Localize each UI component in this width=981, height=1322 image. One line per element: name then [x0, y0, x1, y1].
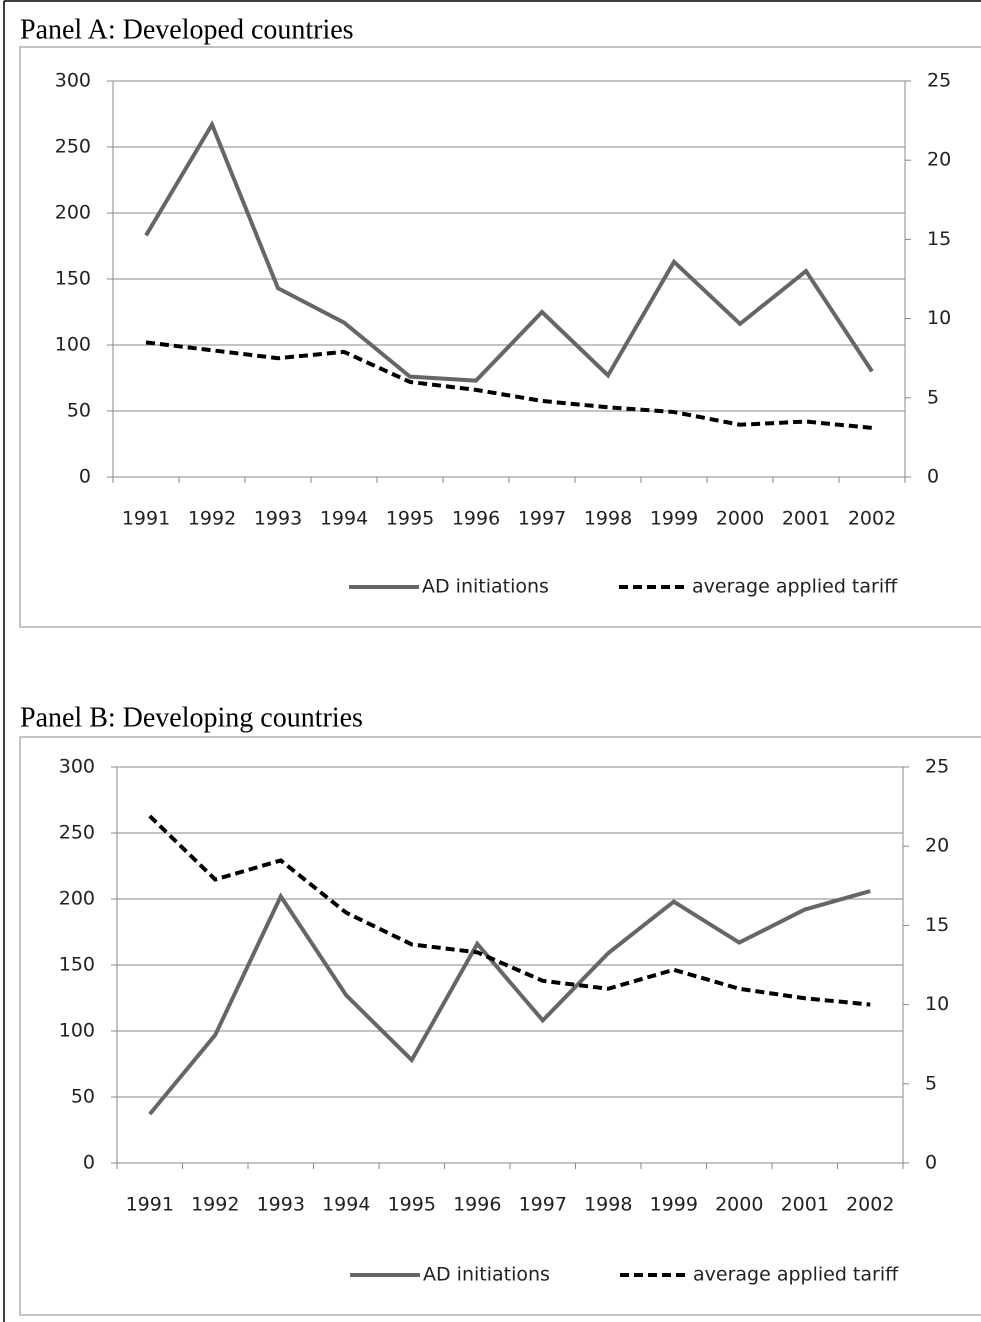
- y2-tick-label: 15: [927, 228, 951, 250]
- y2-tick-label: 5: [927, 386, 939, 408]
- x-tick-label: 2000: [715, 1194, 763, 1216]
- y-tick-label: 200: [59, 888, 95, 910]
- x-tick-label: 1995: [388, 1194, 436, 1216]
- x-tick-label: 1997: [519, 1194, 567, 1216]
- panel-title: Panel A: Developed countries: [20, 14, 354, 45]
- x-tick-label: 2000: [716, 508, 764, 530]
- y2-tick-label: 25: [927, 70, 951, 92]
- legend-label: average applied tariff: [692, 576, 898, 598]
- y2-tick-label: 0: [927, 466, 939, 488]
- x-tick-label: 1993: [254, 508, 302, 530]
- x-tick-label: 1998: [584, 508, 632, 530]
- y2-tick-label: 20: [927, 149, 951, 171]
- panel-title: Panel B: Developing countries: [20, 702, 363, 733]
- y-tick-label: 300: [55, 70, 91, 92]
- series-line: [148, 814, 871, 1007]
- x-tick-label: 2001: [781, 1194, 829, 1216]
- series-line: [145, 340, 873, 430]
- y-tick-label: 100: [59, 1020, 95, 1042]
- x-tick-label: 1991: [126, 1194, 174, 1216]
- y2-tick-label: 25: [925, 756, 949, 778]
- y2-tick-label: 0: [925, 1152, 937, 1174]
- x-tick-label: 2002: [848, 508, 896, 530]
- y-tick-label: 250: [55, 136, 91, 158]
- y-tick-label: 0: [79, 466, 91, 488]
- y-tick-label: 200: [55, 202, 91, 224]
- x-tick-label: 1996: [452, 508, 500, 530]
- x-tick-label: 1992: [191, 1194, 239, 1216]
- y-tick-label: 50: [67, 400, 91, 422]
- y2-tick-label: 5: [925, 1072, 937, 1094]
- panel-frame: [19, 46, 981, 628]
- y2-tick-label: 10: [925, 993, 949, 1015]
- legend-label: AD initiations: [423, 1264, 550, 1286]
- x-tick-label: 1994: [320, 508, 368, 530]
- y2-tick-label: 20: [925, 835, 949, 857]
- x-tick-label: 2001: [782, 508, 830, 530]
- y-tick-label: 250: [59, 822, 95, 844]
- panel-frame: [19, 736, 981, 1316]
- y-tick-label: 0: [83, 1152, 95, 1174]
- x-tick-label: 1999: [650, 508, 698, 530]
- x-tick-label: 1999: [650, 1194, 698, 1216]
- y-tick-label: 300: [59, 756, 95, 778]
- x-tick-label: 1991: [122, 508, 170, 530]
- x-tick-label: 1994: [322, 1194, 370, 1216]
- y2-tick-label: 10: [927, 307, 951, 329]
- series-line: [144, 120, 874, 383]
- legend-label: average applied tariff: [693, 1264, 899, 1286]
- y-tick-label: 150: [55, 268, 91, 290]
- y2-tick-label: 15: [925, 914, 949, 936]
- x-tick-label: 1998: [584, 1194, 632, 1216]
- x-tick-label: 1995: [386, 508, 434, 530]
- legend-label: AD initiations: [422, 576, 549, 598]
- x-tick-label: 2002: [846, 1194, 894, 1216]
- y-tick-label: 50: [71, 1086, 95, 1108]
- x-tick-label: 1992: [188, 508, 236, 530]
- y-tick-label: 100: [55, 334, 91, 356]
- x-tick-label: 1996: [453, 1194, 501, 1216]
- x-tick-label: 1997: [518, 508, 566, 530]
- series-line: [148, 889, 871, 1116]
- x-tick-label: 1993: [257, 1194, 305, 1216]
- y-tick-label: 150: [59, 954, 95, 976]
